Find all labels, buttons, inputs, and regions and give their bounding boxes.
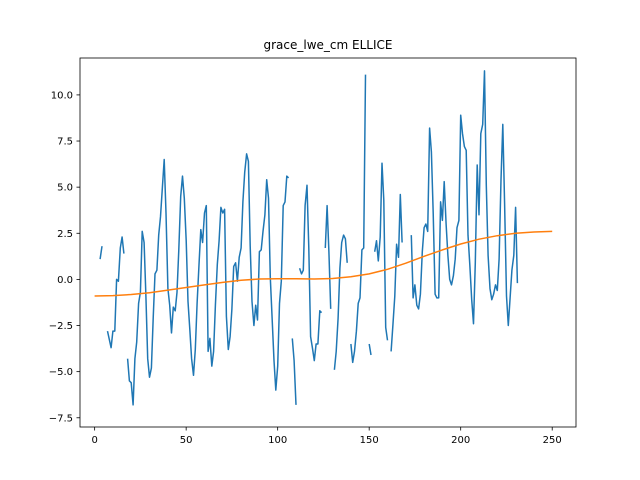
y-tick-label: 5.0: [57, 183, 73, 194]
axes-layer: 0 50 100 150 200 250 −7.5 −5.0 −2.5 0.0 2.5 5.0 7.5 1…: [49, 57, 577, 446]
y-tick-label: −7.5: [49, 413, 73, 424]
x-tick-label: 0: [91, 435, 97, 446]
series-1-line: [99, 70, 519, 406]
y-tick-label: 2.5: [57, 229, 73, 240]
x-tick-label: 150: [360, 435, 379, 446]
y-tick-label: −5.0: [49, 367, 73, 378]
x-tick-label: 50: [180, 435, 193, 446]
series-layer: [94, 70, 553, 406]
y-tick-label: 10.0: [51, 90, 73, 101]
series-2-line: [94, 230, 553, 297]
series-2: [94, 230, 553, 297]
chart-title: grace_lwe_cm ELLICE: [264, 38, 393, 52]
x-tick-label: 250: [543, 435, 562, 446]
series-1: [99, 70, 519, 406]
y-tick-label: −2.5: [49, 321, 73, 332]
x-tick-label: 100: [268, 435, 287, 446]
x-tick-label: 200: [451, 435, 470, 446]
y-tick-label: 7.5: [57, 137, 73, 148]
y-tick-label: 0.0: [57, 275, 73, 286]
axes-frame: [79, 57, 577, 428]
